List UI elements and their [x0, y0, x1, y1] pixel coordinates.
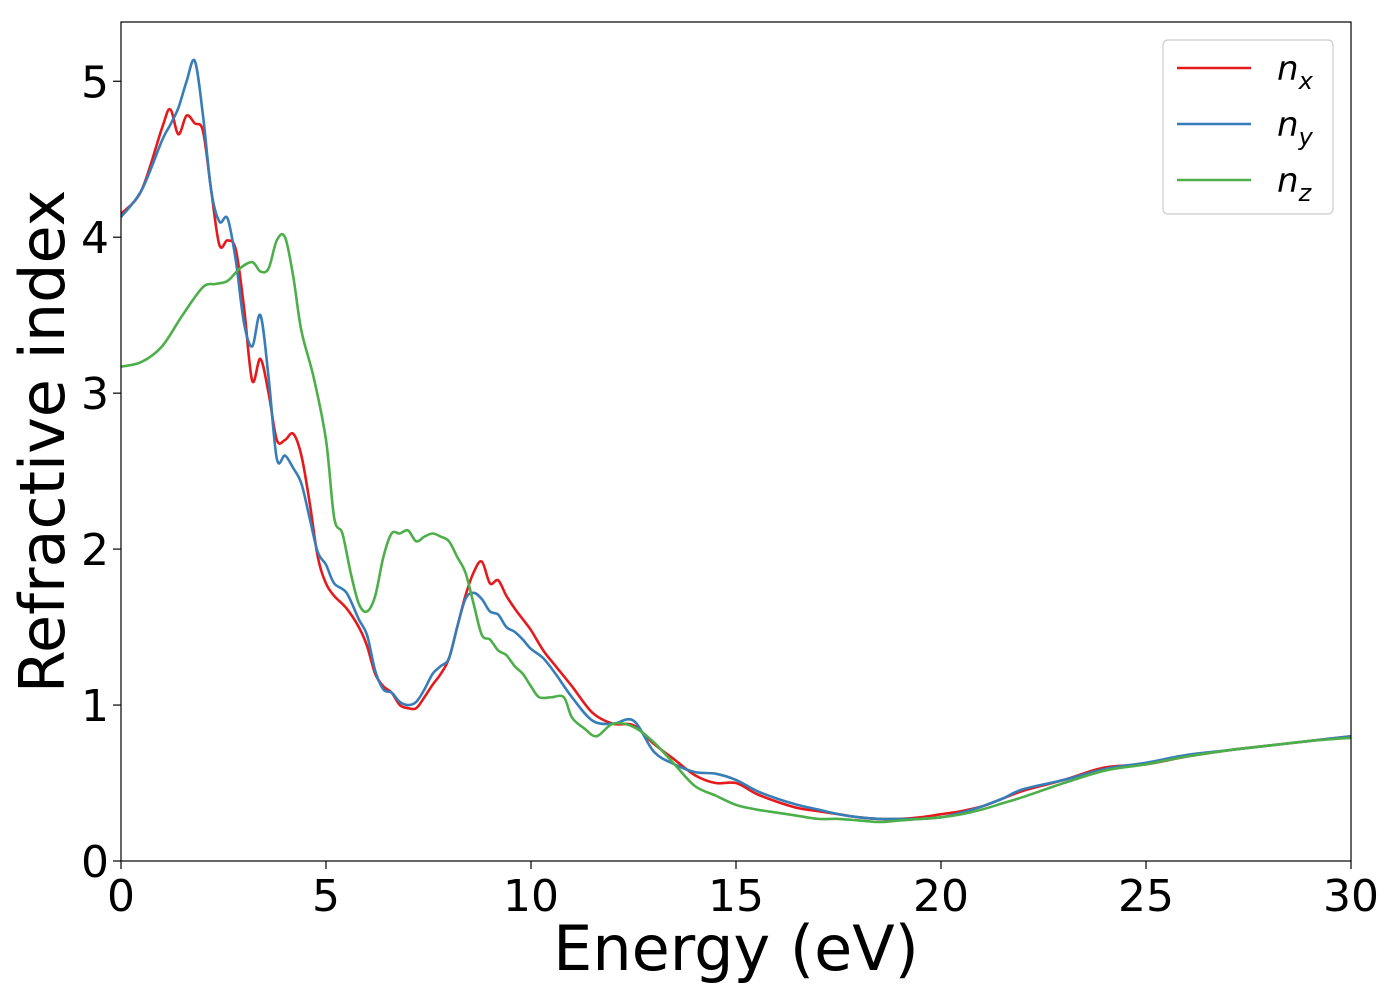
x-tick-label: 30 — [1323, 871, 1379, 922]
series-line-nx — [121, 107, 1351, 821]
legend-label-nx: nx — [1277, 49, 1314, 95]
legend: nx ny nz — [1162, 39, 1334, 215]
series-line-nz — [121, 232, 1351, 824]
y-tick-label: 2 — [81, 525, 109, 576]
y-axis-ticks: 0 1 2 3 4 5 — [81, 57, 121, 888]
x-tick-label: 0 — [107, 871, 135, 922]
legend-label-nz: nz — [1277, 161, 1313, 207]
x-tick-label: 10 — [503, 871, 559, 922]
x-axis-ticks: 0 5 10 15 20 25 30 — [107, 861, 1379, 922]
legend-items: nx ny nz — [1177, 49, 1314, 207]
y-tick-label: 0 — [81, 837, 109, 888]
legend-label-ny: ny — [1277, 105, 1314, 151]
x-tick-label: 25 — [1118, 871, 1174, 922]
y-tick-label: 3 — [81, 369, 109, 420]
y-tick-label: 5 — [81, 57, 109, 108]
y-axis-label: Refractive index — [6, 190, 79, 694]
y-tick-label: 4 — [81, 213, 109, 264]
x-tick-label: 20 — [913, 871, 969, 922]
x-tick-label: 15 — [708, 871, 764, 922]
legend-box — [1162, 39, 1334, 215]
series-lines — [121, 58, 1351, 824]
x-tick-label: 5 — [312, 871, 340, 922]
y-tick-label: 1 — [81, 681, 109, 732]
x-axis-label: Energy (eV) — [553, 912, 919, 985]
